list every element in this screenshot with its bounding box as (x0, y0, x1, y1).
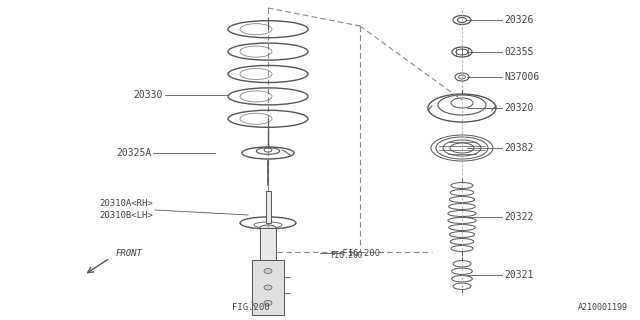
Bar (266, 191, 271, 223)
Text: 20320: 20320 (504, 103, 533, 113)
Ellipse shape (264, 268, 272, 274)
Text: A210001199: A210001199 (578, 303, 628, 312)
Text: 20325A: 20325A (116, 148, 152, 158)
Ellipse shape (264, 300, 272, 305)
Text: FIG.200: FIG.200 (330, 251, 362, 260)
Ellipse shape (264, 285, 272, 290)
Text: —FIG.200: —FIG.200 (337, 249, 380, 258)
Bar (260, 228, 276, 260)
Text: 20322: 20322 (504, 212, 533, 222)
Text: FIG.200: FIG.200 (232, 303, 269, 313)
Text: 0235S: 0235S (504, 47, 533, 57)
Bar (252, 260, 284, 315)
Text: N37006: N37006 (504, 72, 540, 82)
Text: 20382: 20382 (504, 143, 533, 153)
Text: 20326: 20326 (504, 15, 533, 25)
Text: 20321: 20321 (504, 270, 533, 280)
Text: 20310B<LH>: 20310B<LH> (99, 212, 153, 220)
Text: FRONT: FRONT (116, 250, 143, 259)
Text: 20330: 20330 (134, 90, 163, 100)
Text: 20310A<RH>: 20310A<RH> (99, 199, 153, 209)
Ellipse shape (260, 225, 276, 231)
